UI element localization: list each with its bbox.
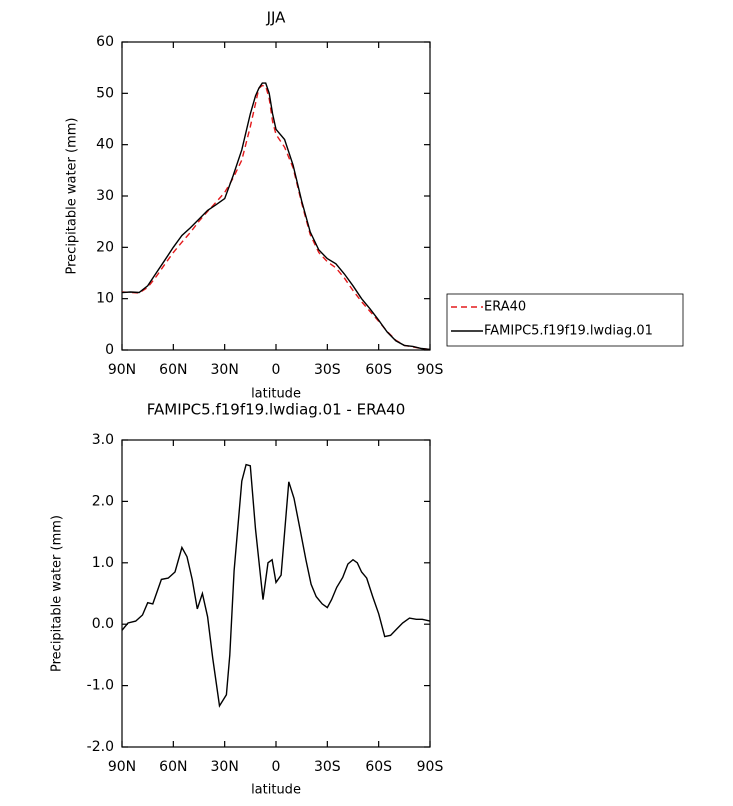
x-tick-label: 60S (365, 759, 392, 775)
chart-title: FAMIPC5.f19f19.lwdiag.01 - ERA40 (147, 401, 406, 419)
data-line (121, 84, 431, 351)
y-tick-label: 2.0 (92, 493, 114, 509)
y-tick-label: -1.0 (87, 678, 114, 694)
x-tick-label: 60S (365, 362, 392, 378)
y-tick-label: 10 (96, 291, 114, 307)
x-tick-label: 60N (159, 759, 187, 775)
legend-label: FAMIPC5.f19f19.lwdiag.01 (484, 324, 653, 339)
y-tick-label: 40 (96, 137, 114, 153)
y-axis-label: Precipitable water (mm) (50, 515, 65, 672)
chart-title: JJA (266, 9, 287, 27)
y-tick-label: 60 (96, 34, 114, 50)
x-tick-label: 30N (211, 362, 239, 378)
x-tick-label: 30S (314, 759, 341, 775)
x-tick-label: 30S (314, 362, 341, 378)
x-tick-label: 90S (417, 362, 444, 378)
x-tick-label: 60N (159, 362, 187, 378)
x-tick-label: 90N (108, 362, 136, 378)
y-tick-label: 1.0 (92, 555, 114, 571)
y-tick-label: 0.0 (92, 616, 114, 632)
x-tick-label: 0 (272, 759, 281, 775)
x-tick-label: 0 (272, 362, 281, 378)
x-axis-label: latitude (251, 387, 301, 402)
x-tick-label: 90N (108, 759, 136, 775)
y-tick-label: 30 (96, 188, 114, 204)
legend-label: ERA40 (484, 300, 526, 315)
data-line (121, 82, 431, 351)
y-tick-label: 0 (105, 342, 114, 358)
y-tick-label: 3.0 (92, 432, 114, 448)
data-line (121, 463, 431, 708)
x-axis-label: latitude (251, 783, 301, 798)
legend-box (446, 293, 684, 347)
y-tick-label: -2.0 (87, 739, 114, 755)
y-tick-label: 50 (96, 85, 114, 101)
x-tick-label: 90S (417, 759, 444, 775)
x-tick-label: 30N (211, 759, 239, 775)
y-axis-label: Precipitable water (mm) (65, 118, 80, 275)
y-tick-label: 20 (96, 239, 114, 255)
